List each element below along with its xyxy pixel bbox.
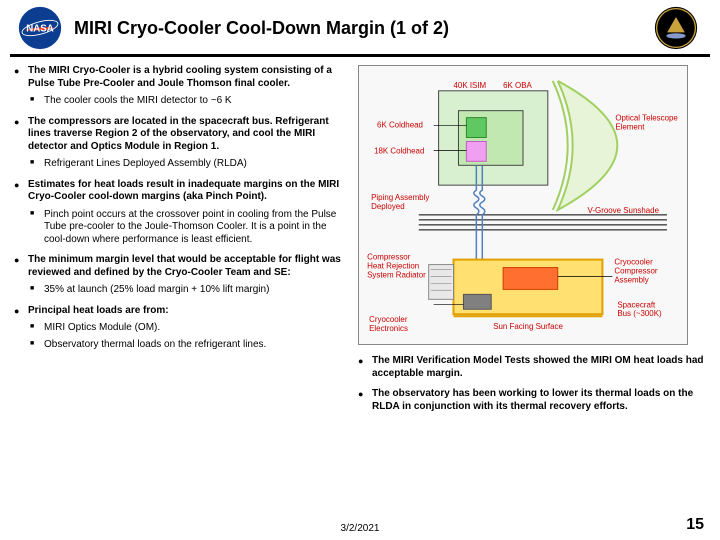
bullet-4-sub-1: 35% at launch (25% load margin + 10% lif…: [28, 284, 346, 297]
diagram-label-sunshade: V-Groove Sunshade: [588, 206, 660, 215]
bullet-3: Estimates for heat loads result in inade…: [14, 179, 346, 247]
diagram-label-compressor: CryocoolerCompressorAssembly: [614, 258, 658, 285]
diagram-label-oba: 6K OBA: [503, 81, 532, 90]
bullet-5-sub-1: MIRI Optics Module (OM).: [28, 322, 346, 335]
diagram-label-ote: Optical TelescopeElement: [615, 114, 678, 132]
diagram-label-isim: 40K ISIM: [454, 81, 487, 90]
bullet-1-sub-1: The cooler cools the MIRI detector to ~6…: [28, 95, 346, 108]
bullet-5-sub-2: Observatory thermal loads on the refrige…: [28, 339, 346, 352]
bullet-5: Principal heat loads are from: MIRI Opti…: [14, 305, 346, 352]
diagram-label-sunface: Sun Facing Surface: [493, 322, 563, 331]
right-column: 40K ISIM 6K OBA 6K Coldhead 18K Coldhead…: [354, 65, 706, 421]
page-number: 15: [686, 516, 704, 534]
svg-text:NASA: NASA: [26, 24, 53, 35]
nasa-logo: NASA: [18, 6, 62, 50]
diagram-label-bus: SpacecraftBus (~300K): [617, 300, 662, 318]
diagram-label-6k: 6K Coldhead: [377, 121, 423, 130]
diagram-label-electronics: CryocoolerElectronics: [369, 315, 408, 333]
diagram-label-radiator: CompressorHeat RejectionSystem Radiator: [367, 253, 426, 280]
diagram-label-piping: Piping AssemblyDeployed: [371, 193, 429, 211]
bullet-2-sub-1: Refrigerant Lines Deployed Assembly (RLD…: [28, 158, 346, 171]
right-bullet-2: The observatory has been working to lowe…: [358, 388, 706, 413]
left-column: The MIRI Cryo-Cooler is a hybrid cooling…: [14, 65, 354, 421]
right-bullet-1: The MIRI Verification Model Tests showed…: [358, 355, 706, 380]
slide-title: MIRI Cryo-Cooler Cool-Down Margin (1 of …: [74, 18, 654, 39]
diagram-label-18k: 18K Coldhead: [374, 146, 424, 155]
bullet-1: The MIRI Cryo-Cooler is a hybrid cooling…: [14, 65, 346, 108]
bullet-4: The minimum margin level that would be a…: [14, 254, 346, 297]
bullet-2: The compressors are located in the space…: [14, 116, 346, 171]
jwst-logo: [654, 6, 698, 50]
bullet-3-sub-1: Pinch point occurs at the crossover poin…: [28, 209, 346, 247]
slide-content: The MIRI Cryo-Cooler is a hybrid cooling…: [0, 57, 720, 421]
slide-header: NASA MIRI Cryo-Cooler Cool-Down Margin (…: [10, 0, 710, 57]
footer-date: 3/2/2021: [341, 523, 380, 534]
cryo-cooler-diagram: 40K ISIM 6K OBA 6K Coldhead 18K Coldhead…: [358, 65, 688, 345]
